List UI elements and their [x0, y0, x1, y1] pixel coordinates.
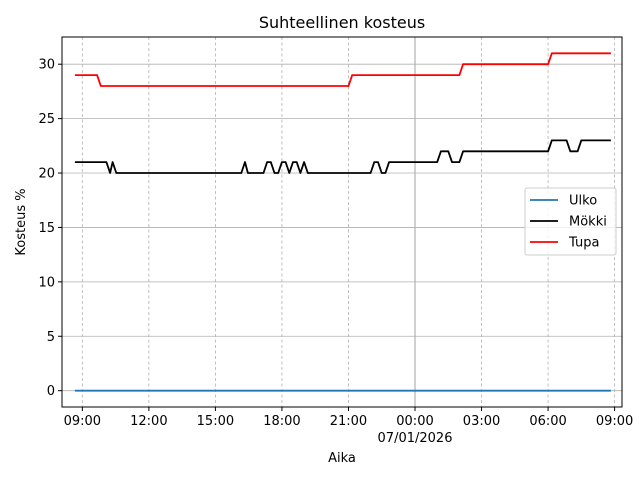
x-tick-label: 09:00: [64, 414, 101, 429]
x-tick-label: 15:00: [197, 414, 234, 429]
x-tick-label: 21:00: [330, 414, 367, 429]
axis-ticks: 0 5 10 15 20 25 30 09:00 12:00 15:00 18:00 21:00 00:…: [38, 58, 633, 446]
chart-title: Suhteellinen kosteus: [259, 13, 425, 32]
legend-label: Ulko: [569, 194, 597, 209]
series-line-tupa: [74, 52, 611, 87]
x-tick-label: 06:00: [529, 414, 566, 429]
legend-label: Mökki: [569, 215, 607, 230]
x-tick-label: 09:00: [596, 414, 633, 429]
y-tick-label: 20: [38, 167, 55, 182]
grid: [62, 37, 622, 407]
series-line-m-kki: [74, 139, 611, 174]
x-tick-label: 18:00: [263, 414, 300, 429]
y-tick-label: 15: [38, 221, 55, 236]
plot-frame: [61, 36, 623, 408]
x-tick-label: 03:00: [463, 414, 500, 429]
y-tick-label: 25: [38, 112, 55, 127]
y-tick-label: 10: [38, 275, 55, 290]
x-tick-date-label: 07/01/2026: [378, 431, 453, 446]
legend-box: [524, 187, 617, 256]
y-tick-label: 5: [47, 330, 55, 345]
x-tick-label: 12:00: [130, 414, 167, 429]
x-axis-title: Aika: [328, 451, 356, 466]
x-tick-label: 00:00: [396, 414, 433, 429]
legend-label: Tupa: [568, 236, 599, 251]
legend: Ulko Mökki Tupa: [524, 187, 617, 256]
y-axis-title: Kosteus %: [14, 188, 29, 255]
y-tick-label: 0: [47, 384, 55, 399]
series-lines: [74, 52, 611, 392]
y-tick-label: 30: [38, 58, 55, 73]
